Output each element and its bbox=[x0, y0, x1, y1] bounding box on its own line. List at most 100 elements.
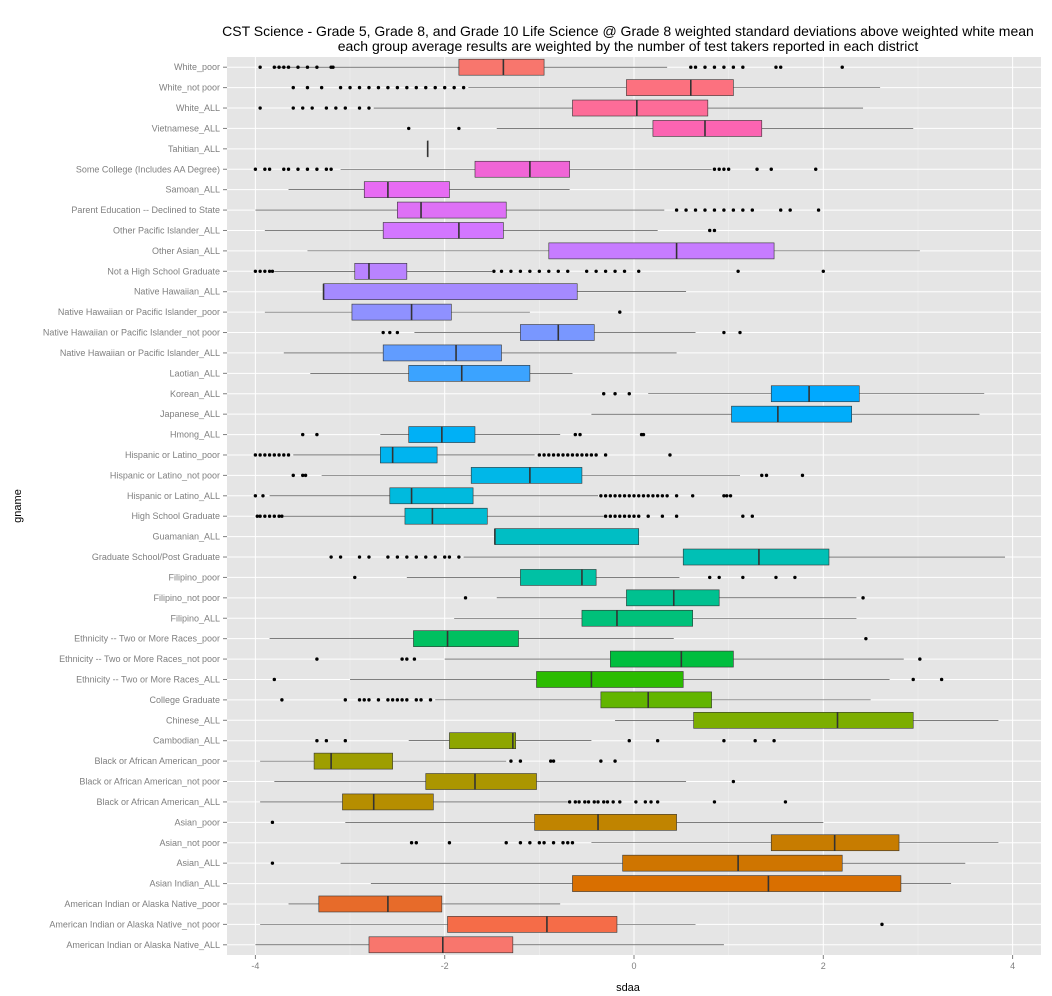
outlier-point bbox=[594, 453, 598, 457]
box-group bbox=[280, 691, 871, 709]
outlier-point bbox=[649, 800, 653, 804]
category-label: Native Hawaiian or Pacific Islander_not … bbox=[43, 328, 220, 338]
category-label: Hmong_ALL bbox=[170, 430, 220, 440]
outlier-point bbox=[433, 85, 437, 90]
category-label: Hispanic or Latino_poor bbox=[125, 450, 220, 460]
outlier-point bbox=[570, 453, 575, 457]
box bbox=[425, 773, 537, 790]
outlier-point bbox=[613, 494, 617, 498]
box-group bbox=[253, 446, 672, 464]
outlier-point bbox=[561, 453, 565, 457]
outlier-point bbox=[586, 800, 591, 804]
category-label: Other Asian_ALL bbox=[152, 246, 220, 256]
outlier-point bbox=[286, 453, 291, 457]
outlier-point bbox=[395, 85, 400, 90]
outlier-point bbox=[741, 65, 745, 69]
outlier-point bbox=[270, 820, 275, 825]
category-label: American Indian or Alaska Native_ALL bbox=[66, 940, 220, 950]
box bbox=[534, 814, 677, 831]
x-tick-label: 4 bbox=[1010, 961, 1015, 971]
outlier-point bbox=[840, 65, 844, 69]
category-label: Tahitian_ALL bbox=[168, 144, 220, 154]
outlier-point bbox=[738, 330, 742, 335]
box-group bbox=[315, 650, 922, 668]
outlier-point bbox=[447, 555, 452, 559]
outlier-point bbox=[376, 85, 381, 90]
category-label: Samoan_ALL bbox=[165, 185, 220, 195]
outlier-point bbox=[282, 453, 286, 457]
outlier-point bbox=[395, 698, 400, 702]
outlier-point bbox=[388, 330, 392, 335]
outlier-point bbox=[566, 841, 570, 845]
category-label: Cambodian_ALL bbox=[153, 736, 220, 746]
outlier-point bbox=[703, 208, 707, 212]
category-label: White_not poor bbox=[159, 83, 220, 93]
outlier-point bbox=[566, 453, 570, 457]
outlier-point bbox=[452, 85, 456, 90]
outlier-point bbox=[329, 167, 333, 171]
box-group bbox=[255, 201, 821, 219]
outlier-point bbox=[618, 514, 622, 518]
outlier-point bbox=[253, 453, 258, 457]
category-label: Hispanic or Latino_not poor bbox=[110, 470, 220, 480]
outlier-point bbox=[270, 269, 275, 273]
outlier-point bbox=[703, 65, 707, 69]
outlier-point bbox=[315, 432, 319, 437]
outlier-point bbox=[419, 698, 423, 702]
outlier-point bbox=[634, 800, 638, 804]
outlier-point bbox=[750, 514, 755, 518]
outlier-point bbox=[741, 514, 745, 518]
category-label: Ethnicity -- Two or More Races_ALL bbox=[76, 674, 220, 684]
box bbox=[354, 262, 408, 280]
outlier-point bbox=[303, 473, 308, 478]
outlier-point bbox=[258, 106, 262, 110]
outlier-point bbox=[602, 800, 606, 804]
y-axis-title: gname bbox=[12, 489, 24, 523]
outlier-point bbox=[542, 841, 546, 845]
outlier-point bbox=[457, 555, 461, 559]
outlier-point bbox=[741, 575, 745, 580]
outlier-point bbox=[939, 677, 944, 682]
outlier-point bbox=[693, 65, 698, 69]
outlier-point bbox=[547, 269, 551, 273]
box bbox=[770, 385, 860, 403]
outlier-point bbox=[267, 167, 272, 171]
outlier-point bbox=[684, 208, 688, 212]
box bbox=[408, 365, 531, 382]
outlier-point bbox=[400, 698, 404, 702]
category-labels: White_poor White_not poor White_ALL Vietnam… bbox=[43, 62, 227, 950]
outlier-point bbox=[655, 800, 660, 804]
outlier-point bbox=[566, 269, 570, 273]
outlier-point bbox=[537, 841, 542, 845]
outlier-point bbox=[712, 167, 717, 171]
outlier-point bbox=[577, 800, 581, 804]
outlier-point bbox=[618, 494, 622, 498]
outlier-point bbox=[608, 494, 613, 498]
outlier-point bbox=[386, 555, 390, 559]
outlier-point bbox=[253, 269, 258, 273]
outlier-point bbox=[282, 167, 286, 171]
category-label: Black or African American_poor bbox=[94, 756, 220, 766]
outlier-point bbox=[651, 494, 655, 498]
outlier-point bbox=[712, 800, 717, 804]
box bbox=[368, 936, 514, 954]
box bbox=[494, 528, 640, 545]
category-label: Asian_poor bbox=[174, 817, 220, 827]
box-group bbox=[260, 793, 788, 811]
outlier-point bbox=[267, 514, 272, 518]
outlier-point bbox=[301, 473, 305, 478]
outlier-point bbox=[583, 800, 587, 804]
x-tick-label: -2 bbox=[441, 961, 449, 971]
outlier-point bbox=[409, 841, 414, 845]
outlier-point bbox=[362, 698, 366, 702]
box-group bbox=[370, 875, 952, 892]
outlier-point bbox=[277, 453, 281, 457]
outlier-point bbox=[414, 85, 419, 90]
outlier-point bbox=[599, 494, 603, 498]
category-label: High School Graduate bbox=[131, 511, 220, 521]
outlier-point bbox=[589, 453, 594, 457]
box-group bbox=[310, 365, 573, 382]
box-group bbox=[274, 773, 736, 790]
outlier-point bbox=[270, 861, 275, 865]
